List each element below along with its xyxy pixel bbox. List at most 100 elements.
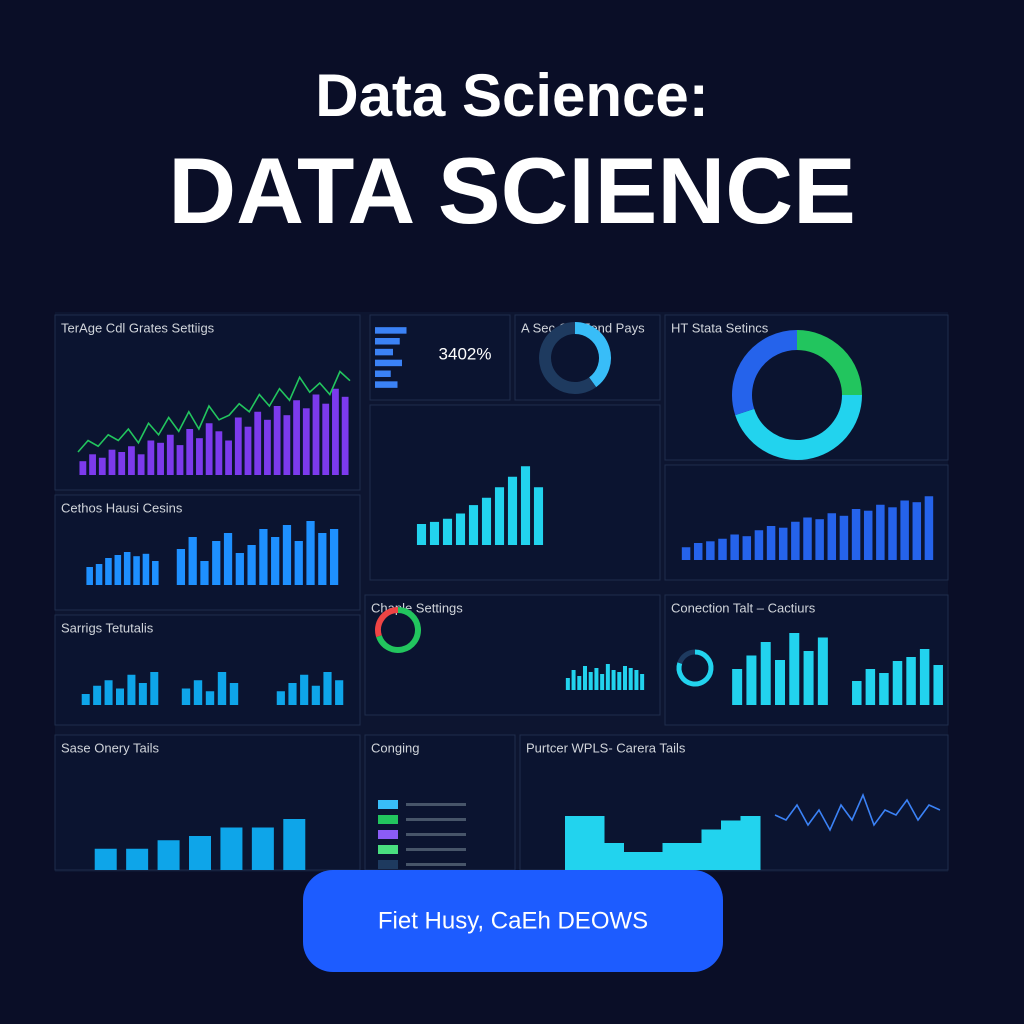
- bar: [223, 533, 233, 585]
- bar: [312, 394, 320, 475]
- bar: [189, 836, 211, 870]
- bar: [176, 445, 184, 475]
- bar: [775, 660, 785, 705]
- bar: [225, 440, 232, 475]
- chip: [378, 800, 398, 809]
- chip: [378, 860, 398, 869]
- bar: [114, 555, 122, 585]
- bar: [571, 670, 576, 690]
- bar: [283, 819, 306, 870]
- step-area: [584, 816, 605, 870]
- hbar: [375, 370, 391, 377]
- bar: [282, 525, 292, 585]
- bar: [839, 515, 849, 560]
- chip-line: [406, 833, 466, 836]
- bar: [760, 642, 771, 705]
- cta-label[interactable]: Fiet Husy, CaEh DEOWS: [378, 907, 648, 934]
- bar: [188, 537, 197, 585]
- bar: [634, 670, 639, 690]
- bar: [594, 668, 599, 690]
- bar: [332, 388, 339, 475]
- bar: [617, 672, 622, 690]
- bar: [294, 541, 303, 585]
- bar: [468, 505, 479, 545]
- bar: [789, 633, 800, 705]
- bar: [205, 423, 213, 475]
- bar: [123, 552, 131, 585]
- bar: [137, 454, 145, 475]
- bar: [429, 521, 440, 545]
- bar: [200, 561, 209, 585]
- line: [774, 792, 941, 832]
- bar: [766, 526, 776, 560]
- bar: [157, 840, 180, 870]
- step-area: [701, 829, 722, 870]
- bar: [900, 500, 909, 560]
- bar: [888, 507, 897, 560]
- bar: [157, 442, 164, 475]
- donut-segment: [376, 607, 421, 653]
- bar: [640, 674, 645, 690]
- bar: [706, 541, 715, 560]
- bar: [754, 530, 764, 560]
- bar: [244, 426, 252, 475]
- hbar: [375, 359, 402, 367]
- bar: [205, 691, 215, 705]
- step-area: [623, 852, 644, 870]
- bar: [681, 547, 691, 560]
- panel-title: Conection Talt – Cactiurs: [671, 600, 816, 615]
- bar: [264, 419, 271, 475]
- bar: [865, 669, 876, 705]
- donut-segment: [732, 330, 798, 416]
- bar: [196, 438, 203, 475]
- bar: [906, 657, 916, 705]
- panel-title: Cethos Hausi Cesins: [61, 500, 183, 515]
- bar: [98, 457, 106, 475]
- bar: [86, 567, 93, 585]
- bar: [416, 524, 427, 545]
- panel-title: HT Stata Setincs: [671, 320, 769, 335]
- hbar: [375, 381, 398, 388]
- donut-segment: [676, 649, 714, 687]
- bar: [322, 403, 330, 475]
- bar: [520, 466, 531, 545]
- bar: [933, 665, 943, 705]
- bar: [817, 637, 828, 705]
- panel-title: Sarrigs Tetutalis: [61, 620, 154, 635]
- bar: [924, 496, 934, 560]
- bar: [259, 529, 268, 585]
- bar: [302, 408, 310, 475]
- bar: [879, 673, 889, 705]
- bar: [746, 655, 757, 705]
- bar: [311, 685, 320, 705]
- chip-line: [406, 803, 466, 806]
- panel-title: Sase Onery Tails: [61, 740, 160, 755]
- bar: [588, 672, 593, 690]
- panel-title: Conging: [371, 740, 419, 755]
- bar: [94, 848, 117, 870]
- hbar: [375, 338, 400, 345]
- chip-line: [406, 848, 466, 851]
- title: Data Science:: [315, 62, 709, 129]
- bar: [623, 666, 627, 690]
- subtitle: DATA SCIENCE: [168, 138, 856, 243]
- donut-segment: [796, 330, 862, 396]
- bar: [81, 694, 90, 705]
- bar: [128, 446, 135, 475]
- bar: [852, 681, 862, 705]
- bar: [235, 553, 244, 585]
- bar: [341, 396, 349, 475]
- bar: [494, 487, 505, 545]
- bar: [577, 676, 582, 690]
- bar: [127, 674, 136, 705]
- donut-segment: [677, 649, 696, 665]
- bar: [220, 827, 243, 870]
- bar: [93, 685, 102, 705]
- bar: [605, 664, 610, 690]
- bar: [176, 549, 186, 585]
- bar: [254, 411, 262, 475]
- cta-button[interactable]: [303, 870, 723, 972]
- bar: [892, 661, 903, 705]
- bar: [827, 513, 837, 560]
